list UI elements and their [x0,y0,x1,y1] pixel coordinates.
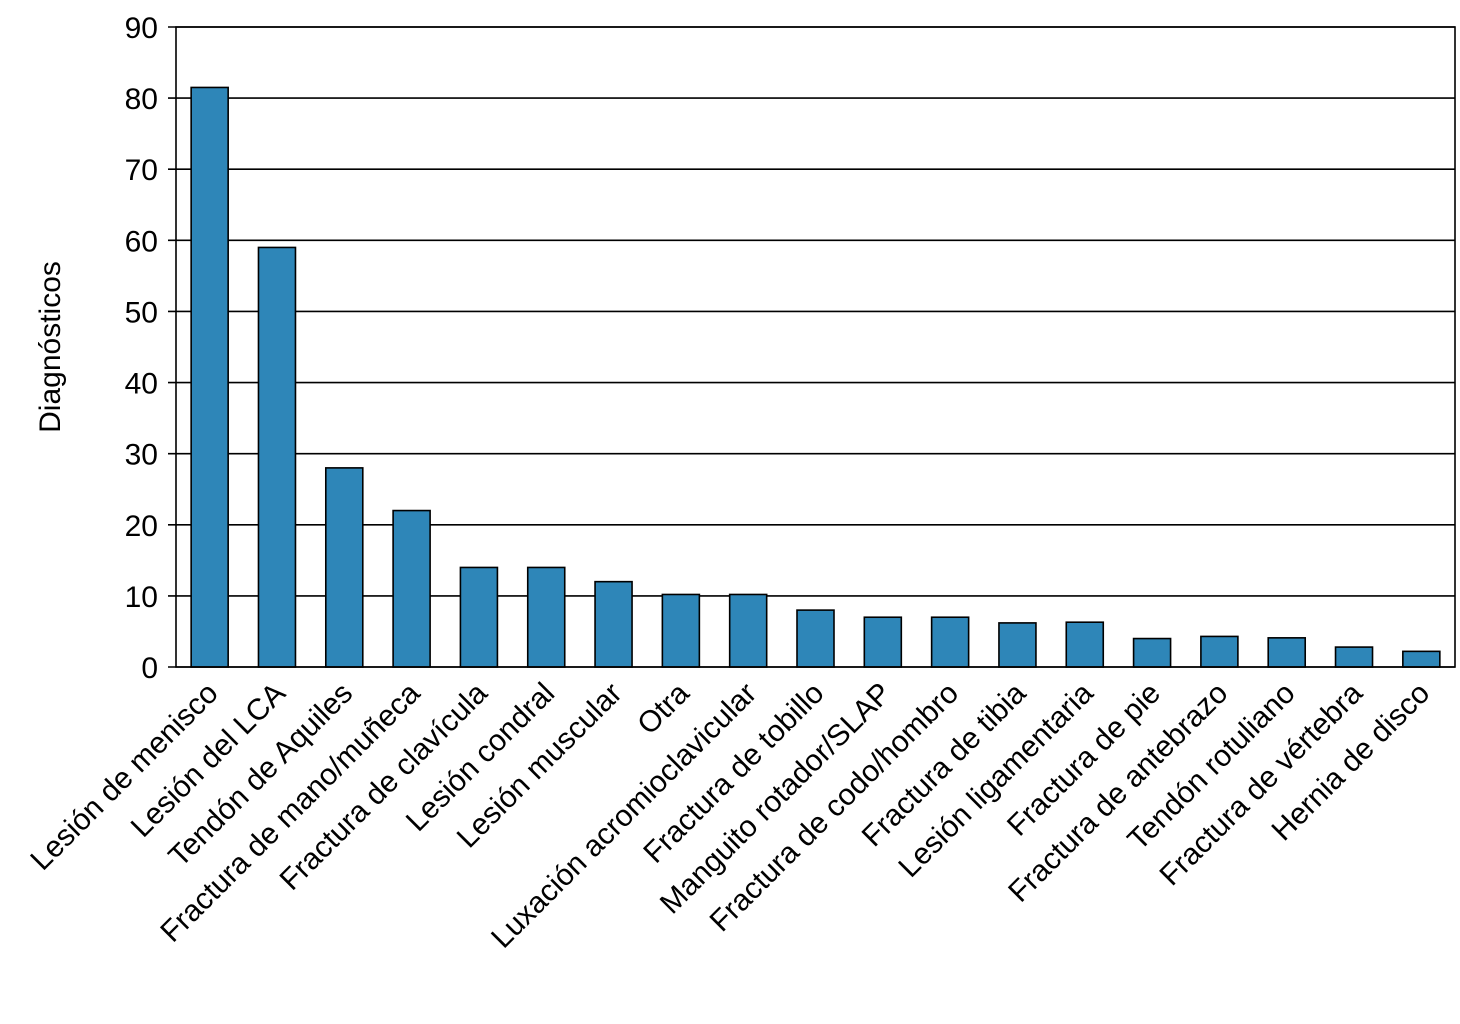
y-tick-label: 20 [125,510,158,543]
y-tick-label: 70 [125,154,158,187]
bar [257,246,297,668]
bar [1334,646,1374,668]
bar [1132,637,1172,668]
bar [392,509,431,668]
y-axis-title: Diagnósticos [34,261,67,433]
plot-frame [175,26,1456,668]
bar [1200,635,1239,668]
bar [930,616,970,668]
y-tick-label: 60 [125,225,158,258]
bar [324,467,364,668]
y-tick-label: 80 [125,83,158,116]
bar [459,566,499,668]
bar [796,609,835,668]
bar [998,622,1037,668]
bar [863,616,903,668]
bar [728,593,768,668]
y-tick-label: 0 [141,652,158,685]
y-tick-label: 90 [125,12,158,45]
bar [594,580,633,668]
y-tick-labels: 0 10 20 30 40 50 60 70 80 90 [125,12,158,685]
bar [1267,637,1307,668]
y-tick-label: 30 [125,439,158,472]
y-tick-label: 10 [125,581,158,614]
bar [1065,621,1105,668]
bar [526,566,566,668]
bar [190,86,229,668]
bar [1402,650,1441,668]
bars [190,86,1441,668]
bar [661,593,701,668]
y-tick-label: 50 [125,296,158,329]
y-tick-label: 40 [125,368,158,401]
